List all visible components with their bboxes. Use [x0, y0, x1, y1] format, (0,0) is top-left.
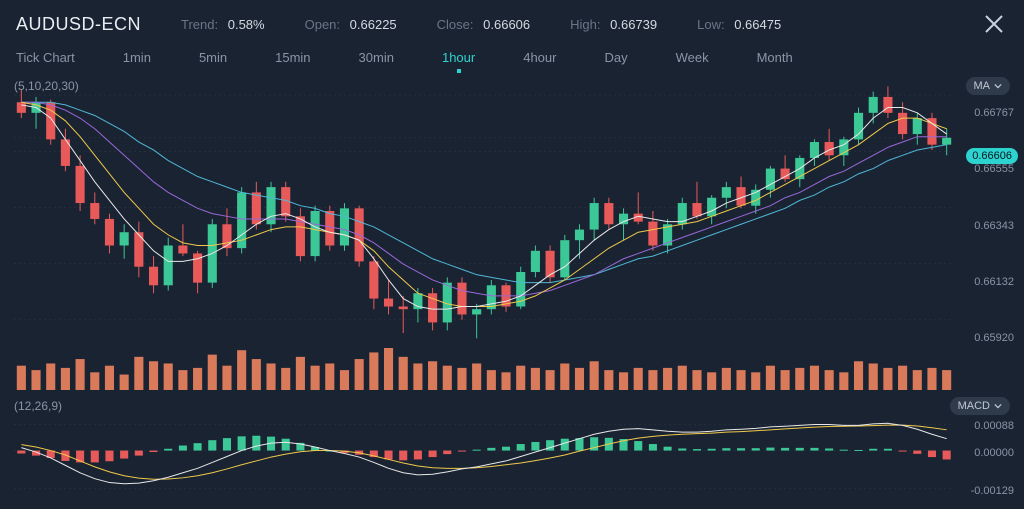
close-button[interactable]: [980, 10, 1008, 38]
ma-indicator-button[interactable]: MA: [966, 77, 1011, 95]
current-price-badge: 0.66606: [966, 148, 1018, 164]
timeframe-tab-1hour[interactable]: 1hour: [442, 50, 475, 65]
timeframe-tab-tickchart[interactable]: Tick Chart: [16, 50, 75, 65]
macd-panel: (12,26,9) MACD -0.001290.000000.00088: [0, 395, 1024, 503]
trend-stat: Trend: 0.58%: [181, 17, 265, 32]
chart-header: AUDUSD-ECN Trend: 0.58% Open: 0.66225 Cl…: [0, 0, 1024, 44]
timeframe-tab-30min[interactable]: 30min: [359, 50, 394, 65]
open-stat: Open: 0.66225: [305, 17, 397, 32]
macd-params-label: (12,26,9): [14, 399, 62, 413]
symbol-name: AUDUSD-ECN: [16, 14, 141, 35]
timeframe-tab-5min[interactable]: 5min: [199, 50, 227, 65]
timeframe-tab-day[interactable]: Day: [604, 50, 627, 65]
ma-params-label: (5,10,20,30): [14, 79, 79, 93]
timeframe-tab-1min[interactable]: 1min: [123, 50, 151, 65]
price-chart-panel: (5,10,20,30) MA 0.659200.661320.663430.6…: [0, 75, 1024, 395]
volume-chart[interactable]: [14, 348, 954, 390]
high-stat: High: 0.66739: [570, 17, 657, 32]
macd-chart[interactable]: [14, 415, 954, 495]
timeframe-tab-4hour[interactable]: 4hour: [523, 50, 556, 65]
chevron-down-icon: [994, 82, 1002, 90]
macd-indicator-button[interactable]: MACD: [950, 397, 1010, 415]
timeframe-tab-week[interactable]: Week: [676, 50, 709, 65]
low-stat: Low: 0.66475: [697, 17, 781, 32]
timeframe-tab-month[interactable]: Month: [757, 50, 793, 65]
timeframe-tab-15min[interactable]: 15min: [275, 50, 310, 65]
close-icon: [983, 13, 1005, 35]
close-stat: Close: 0.66606: [437, 17, 530, 32]
timeframe-row: Tick Chart 1min 5min 15min 30min 1hour 4hour Da…: [0, 44, 1024, 75]
price-chart[interactable]: [14, 81, 954, 341]
chevron-down-icon: [994, 402, 1002, 410]
